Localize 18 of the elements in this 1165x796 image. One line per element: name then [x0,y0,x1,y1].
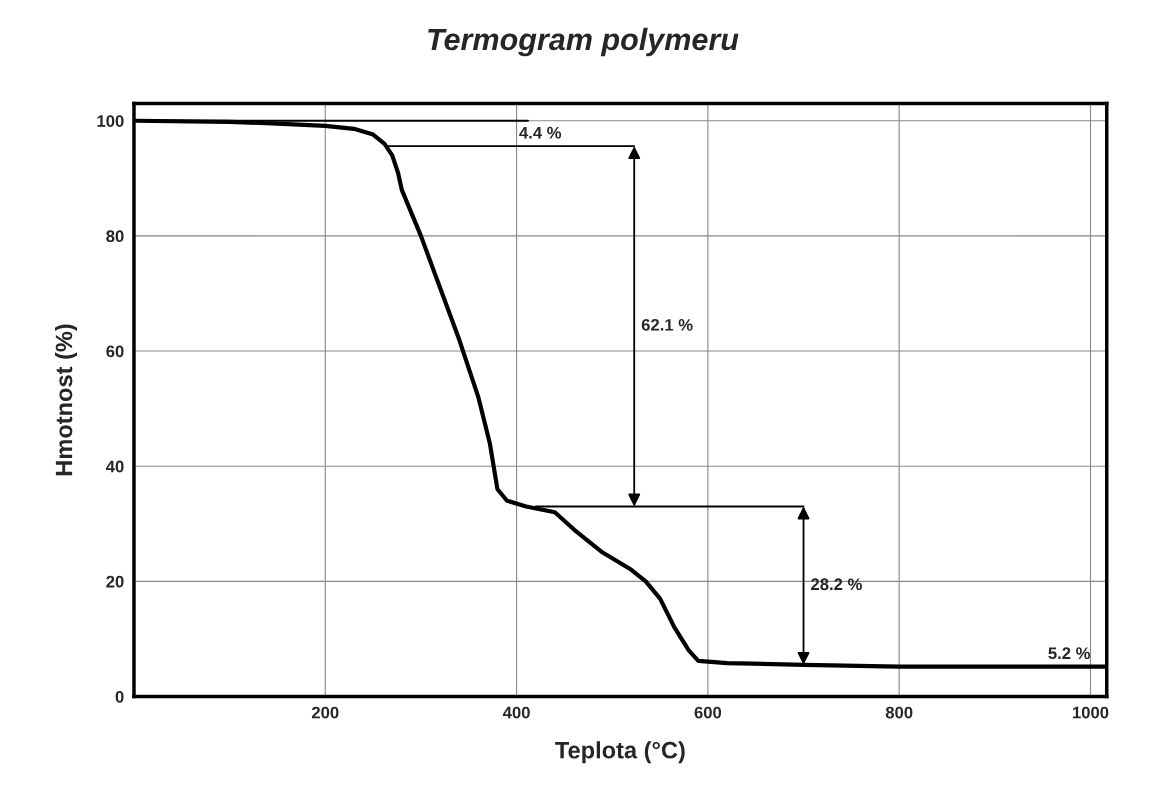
annotation: 62.1 % [641,318,693,331]
y-tick-label: 80 [106,230,124,243]
y-tick-label: 40 [105,460,124,473]
annotation: 28.2 % [811,578,862,591]
x-tick-label: 200 [311,706,339,719]
y-tick-label: 60 [106,345,124,358]
chart-title: Termogram polymeru [428,27,739,57]
x-tick-label: 600 [694,706,722,719]
y-tick-label: 100 [97,115,124,127]
y-axis-title: Hmotnost (%) [54,324,77,476]
annotation: 4.4 % [519,126,562,139]
y-tick-label: 20 [106,575,124,588]
x-tick-label: 400 [502,706,530,719]
annotation: 5.2 % [1048,647,1091,660]
x-axis-title: Teplota (°C) [555,741,685,764]
y-tick-label: 0 [115,690,124,703]
x-tick-label: 800 [885,706,913,719]
x-tick-label: 1000 [1073,706,1109,719]
